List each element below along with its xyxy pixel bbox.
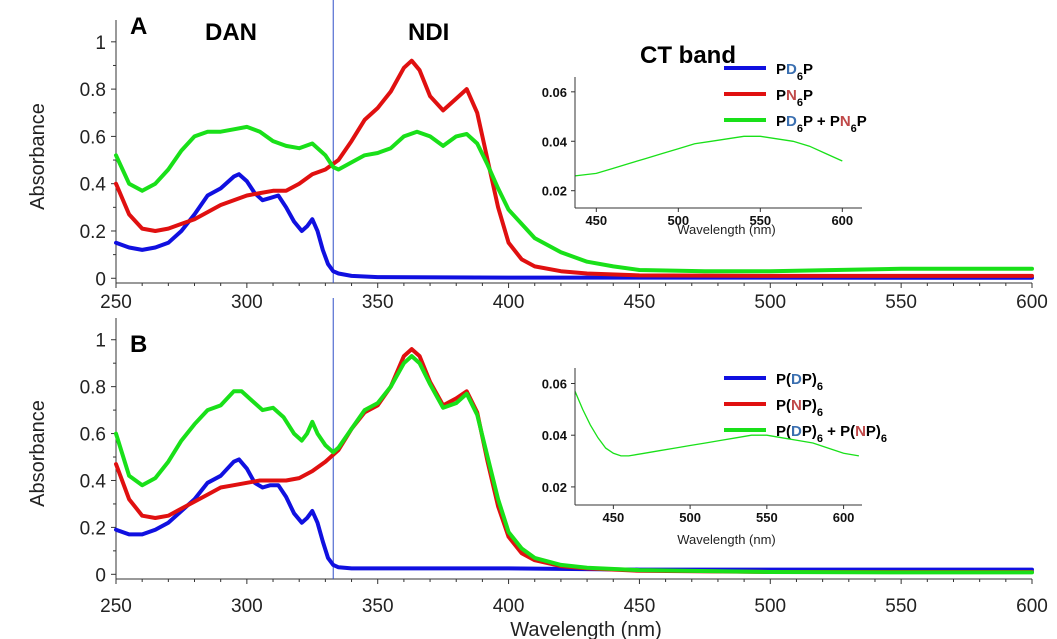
y-tick-label: 1 <box>95 33 106 54</box>
panel-b-inset-series <box>574 391 860 457</box>
series-line-0 <box>114 457 1034 572</box>
x-tick-label: 300 <box>231 292 263 313</box>
y-tick-label: 0.2 <box>80 518 106 539</box>
inset-x-tick-label: 500 <box>679 510 701 525</box>
inset-series-line <box>574 391 860 457</box>
x-tick-label: 450 <box>624 596 656 617</box>
x-tick-label: 300 <box>231 596 263 617</box>
panel-a-letter: A <box>130 13 147 40</box>
panel-b-letter: B <box>130 331 147 358</box>
panel-a-inset-frame <box>575 77 862 208</box>
y-tick-label: 0.6 <box>80 127 106 148</box>
panel-a-inset-x-label: Wavelength (nm) <box>677 222 776 237</box>
x-tick-label: 600 <box>1016 292 1048 313</box>
inset-y-tick-label: 0.06 <box>542 377 567 392</box>
x-tick-label: 550 <box>885 292 917 313</box>
panel-b-inset-x-label: Wavelength (nm) <box>677 532 776 547</box>
x-tick-label: 250 <box>100 292 132 313</box>
panel-a-legend: PD6P PN6P PD6P + PN6P <box>724 61 867 135</box>
panel-b-y-ticks: 0 0.2 0.4 0.6 0.8 1 <box>80 331 116 586</box>
panel-a-inset-y-ticks: 0.02 0.04 0.06 <box>542 85 575 199</box>
y-tick-label: 0.2 <box>80 222 106 243</box>
inset-x-tick-label: 550 <box>749 213 771 228</box>
x-tick-label: 500 <box>754 292 786 313</box>
series-line-1 <box>114 347 1034 574</box>
panel-b-legend: P(DP)6 P(NP)6 P(DP)6 + P(NP)6 <box>724 371 887 445</box>
panel-b-inset: 450 500 550 600 0.02 0.04 0.06 Wavelength (nm… <box>542 368 862 547</box>
series-line-2 <box>114 124 1034 274</box>
x-tick-label: 400 <box>493 292 525 313</box>
inset-y-tick-label: 0.04 <box>542 134 568 149</box>
x-tick-label: 250 <box>100 596 132 617</box>
panel-b-x-axis-label: Wavelength (nm) <box>510 619 662 639</box>
panel-b-x-ticks: 250 300 350 400 450 500 550 600 <box>100 579 1048 617</box>
panel-a-inset: 450 500 550 600 0.02 0.04 0.06 Wavelength (nm… <box>542 77 862 237</box>
panel-a: 250 300 350 400 450 500 550 600 00.20.40.60.81 … <box>27 0 1048 313</box>
inset-x-tick-label: 500 <box>667 213 689 228</box>
legend-label-1: P(NP)6 <box>776 397 823 419</box>
panel-b-inset-x-ticks: 450 500 550 600 <box>603 505 855 525</box>
x-tick-label: 350 <box>362 596 394 617</box>
x-tick-label: 450 <box>624 292 656 313</box>
legend-label-0: PD6P <box>776 61 813 83</box>
legend-label-2: P(DP)6 + P(NP)6 <box>776 423 887 445</box>
legend-label-1: PN6P <box>776 87 813 109</box>
series-line-0 <box>114 172 1034 280</box>
panel-a-y-ticks: 0 0.2 0.4 0.6 0.8 1 <box>80 33 116 290</box>
y-tick-label: 1 <box>95 331 106 352</box>
panel-a-x-ticks: 250 300 350 400 450 500 550 600 <box>100 283 1048 313</box>
y-tick-label: 0.8 <box>80 80 106 101</box>
inset-y-tick-label: 0.04 <box>542 428 568 443</box>
panel-a-y-axis-label: Absorbance <box>27 103 49 210</box>
inset-x-tick-label: 600 <box>831 213 853 228</box>
panel-b: 250 300 350 400 450 500 550 600 00.20.40.60.81 … <box>27 298 1048 639</box>
inset-x-tick-label: 600 <box>833 510 855 525</box>
dan-region-label: DAN <box>205 19 257 46</box>
y-tick-label: 0 <box>95 565 106 586</box>
x-tick-label: 550 <box>885 596 917 617</box>
y-tick-label: 0.6 <box>80 425 106 446</box>
y-tick-label: 0 <box>95 269 106 290</box>
panel-b-y-axis-label: Absorbance <box>27 400 49 507</box>
series-line-2 <box>114 354 1034 575</box>
x-tick-label: 350 <box>362 292 394 313</box>
x-tick-label: 600 <box>1016 596 1048 617</box>
panel-a-inset-series <box>574 135 843 177</box>
inset-y-tick-label: 0.06 <box>542 85 567 100</box>
x-tick-label: 500 <box>754 596 786 617</box>
inset-y-tick-label: 0.02 <box>542 184 567 199</box>
y-tick-label: 0.8 <box>80 378 106 399</box>
y-tick-label: 0.4 <box>80 175 107 196</box>
legend-label-2: PD6P + PN6P <box>776 113 867 135</box>
inset-y-tick-label: 0.02 <box>542 480 567 495</box>
inset-series-line <box>574 135 843 177</box>
panel-a-inset-x-ticks: 450 500 550 600 <box>585 208 853 228</box>
inset-x-tick-label: 450 <box>585 213 607 228</box>
panel-b-inset-y-ticks: 0.02 0.04 0.06 <box>542 377 575 495</box>
inset-x-tick-label: 450 <box>603 510 625 525</box>
panel-a-series <box>114 58 1034 280</box>
series-line-1 <box>114 58 1034 278</box>
x-tick-label: 400 <box>493 596 525 617</box>
legend-label-0: P(DP)6 <box>776 371 823 393</box>
panel-b-series <box>114 347 1034 575</box>
y-tick-label: 0.4 <box>80 471 107 492</box>
ndi-region-label: NDI <box>408 19 449 46</box>
inset-x-tick-label: 550 <box>756 510 778 525</box>
ct-band-title: CT band <box>640 42 736 69</box>
